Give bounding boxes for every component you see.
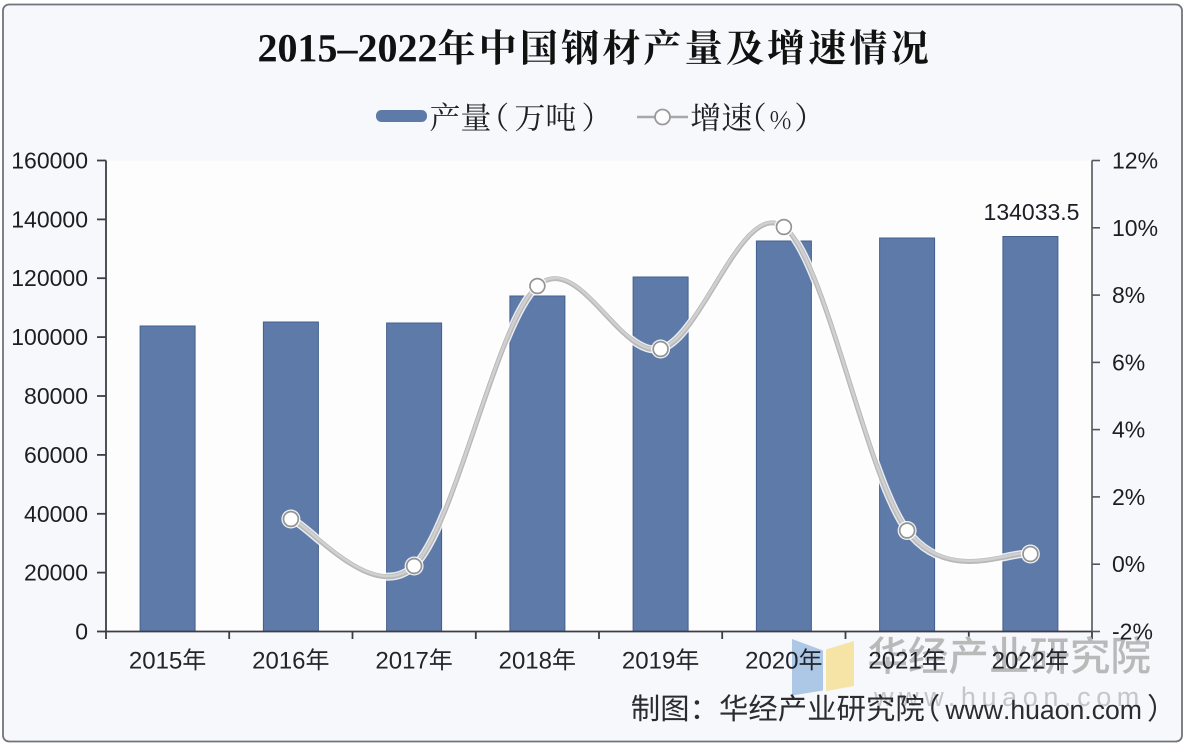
svg-text:120000: 120000 xyxy=(11,265,88,291)
svg-text:8%: 8% xyxy=(1112,282,1145,308)
svg-text:12%: 12% xyxy=(1112,148,1158,174)
svg-text:-2%: -2% xyxy=(1112,619,1153,645)
svg-text:60000: 60000 xyxy=(24,442,88,468)
svg-text:6%: 6% xyxy=(1112,349,1145,375)
svg-text:4%: 4% xyxy=(1112,417,1145,443)
svg-text:160000: 160000 xyxy=(11,148,88,174)
svg-text:20000: 20000 xyxy=(24,560,88,586)
svg-text:0: 0 xyxy=(75,619,88,645)
svg-text:100000: 100000 xyxy=(11,324,88,350)
svg-text:134033.5: 134033.5 xyxy=(984,199,1080,225)
svg-text:40000: 40000 xyxy=(24,501,88,527)
svg-text:10%: 10% xyxy=(1112,215,1158,241)
svg-text:140000: 140000 xyxy=(11,206,88,232)
svg-text:80000: 80000 xyxy=(24,383,88,409)
svg-text:2%: 2% xyxy=(1112,484,1145,510)
svg-text:0%: 0% xyxy=(1112,551,1145,577)
